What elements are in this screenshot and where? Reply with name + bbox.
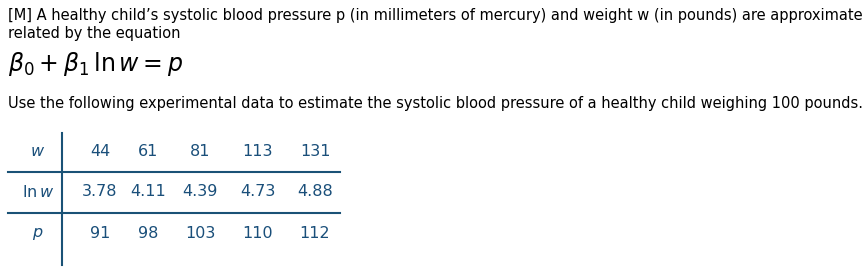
Text: 4.11: 4.11 (130, 185, 166, 200)
Text: $\ln w$: $\ln w$ (22, 184, 54, 200)
Text: 131: 131 (300, 144, 330, 159)
Text: Use the following experimental data to estimate the systolic blood pressure of a: Use the following experimental data to e… (8, 96, 863, 111)
Text: 113: 113 (243, 144, 273, 159)
Text: 4.88: 4.88 (297, 185, 333, 200)
Text: related by the equation: related by the equation (8, 26, 181, 41)
Text: 4.73: 4.73 (240, 185, 276, 200)
Text: $w$: $w$ (30, 144, 46, 159)
Text: 112: 112 (300, 227, 330, 242)
Text: 98: 98 (138, 227, 158, 242)
Text: $\beta_0 + \beta_1\,\mathrm{ln}\,w = p$: $\beta_0 + \beta_1\,\mathrm{ln}\,w = p$ (8, 50, 183, 78)
Text: 103: 103 (185, 227, 215, 242)
Text: [M] A healthy child’s systolic blood pressure p (in millimeters of mercury) and : [M] A healthy child’s systolic blood pre… (8, 8, 864, 23)
Text: 91: 91 (90, 227, 111, 242)
Text: 61: 61 (138, 144, 158, 159)
Text: 44: 44 (90, 144, 110, 159)
Text: 3.78: 3.78 (82, 185, 118, 200)
Text: $p$: $p$ (32, 226, 44, 242)
Text: 81: 81 (190, 144, 210, 159)
Text: 110: 110 (243, 227, 273, 242)
Text: 4.39: 4.39 (182, 185, 218, 200)
